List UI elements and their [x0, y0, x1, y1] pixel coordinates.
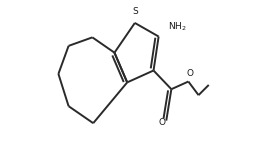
Text: S: S	[133, 7, 139, 16]
Text: NH$_2$: NH$_2$	[168, 20, 187, 33]
Text: O: O	[158, 118, 165, 127]
Text: O: O	[187, 69, 194, 78]
